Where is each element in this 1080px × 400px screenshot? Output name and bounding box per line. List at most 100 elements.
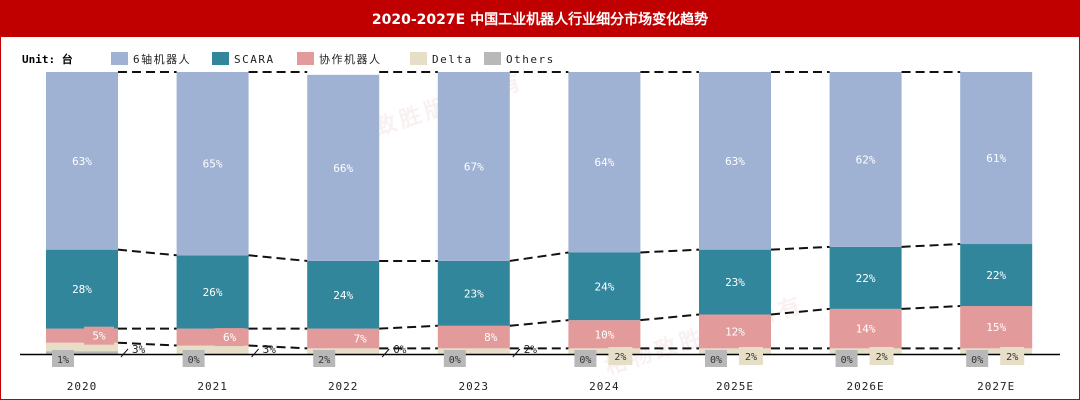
data-label-box <box>835 350 858 367</box>
legend-label: SCARA <box>234 53 275 66</box>
x-tick-label: 2025E <box>716 380 754 393</box>
bar-segment <box>437 348 510 354</box>
connector-line <box>248 254 308 262</box>
bar-segment <box>307 348 380 354</box>
data-label-box <box>739 347 763 365</box>
bar-segment <box>699 314 771 349</box>
data-label: 24% <box>594 280 614 293</box>
data-label-box <box>313 350 336 367</box>
data-label-box <box>966 350 989 367</box>
data-label-box <box>608 347 633 365</box>
data-label: 24% <box>333 289 353 302</box>
data-label: 64% <box>594 156 614 169</box>
data-label: 1% <box>57 355 69 366</box>
data-label-box <box>345 329 376 348</box>
data-label: 0% <box>971 355 983 366</box>
unit-label: Unit: 台 <box>22 52 73 66</box>
bar-segment <box>568 320 641 349</box>
x-tick-label: 2027E <box>977 380 1015 393</box>
data-label: 0% <box>393 343 407 356</box>
data-label-box <box>574 350 597 367</box>
data-label: 66% <box>333 162 353 175</box>
connector-line <box>248 344 308 350</box>
bar-segment <box>829 308 902 349</box>
legend-label: Delta <box>432 53 473 66</box>
data-label-box <box>182 350 205 367</box>
x-tick-label: 2023 <box>459 380 490 393</box>
data-label-box <box>214 328 245 347</box>
bar-segment <box>46 72 118 250</box>
stacked-bar-chart: Unit: 台 6轴机器人 SCARA 协作机器人 Delta Others 2020 202… <box>20 52 1060 393</box>
bar-segment <box>829 246 902 309</box>
connector-line <box>901 243 961 248</box>
connector-line <box>640 313 700 322</box>
data-label: 2% <box>876 352 888 363</box>
data-label-box <box>475 328 506 347</box>
chart-title: 2020-2027E 中国工业机器人行业细分市场变化趋势 <box>0 0 1080 37</box>
data-label: 28% <box>72 283 92 296</box>
legend-label: 协作机器人 <box>319 52 382 66</box>
x-tick-label: 2026E <box>847 380 885 393</box>
bar-segment <box>568 348 641 354</box>
bar-segment <box>960 72 1033 245</box>
bar-segment <box>176 345 249 354</box>
data-label: 61% <box>986 152 1006 165</box>
bar-segment <box>437 72 510 261</box>
data-label-box <box>705 350 727 367</box>
legend-swatch <box>297 52 314 65</box>
data-label: 0% <box>841 355 853 366</box>
data-label: 3% <box>263 343 277 356</box>
bar-segment <box>960 244 1033 307</box>
connector-line <box>509 251 569 262</box>
leader-line <box>120 348 129 358</box>
data-label: 65% <box>203 158 223 171</box>
data-label: 7% <box>354 332 368 345</box>
data-label-box <box>869 347 894 365</box>
data-label: 6% <box>223 331 237 344</box>
bar-segment <box>307 74 380 261</box>
bar-segment <box>176 255 249 329</box>
connector-line <box>379 324 438 330</box>
connector-line <box>901 305 961 310</box>
data-label: 23% <box>725 276 745 289</box>
bar-segment <box>568 72 641 253</box>
data-label: 67% <box>464 160 484 173</box>
bar-segment <box>46 249 118 329</box>
data-label: 63% <box>725 155 745 168</box>
legend-swatch <box>484 52 501 65</box>
leader-line <box>251 348 259 358</box>
data-label: 26% <box>203 286 223 299</box>
legend-swatch <box>111 52 128 65</box>
data-label-box <box>84 326 114 345</box>
data-label-box <box>52 350 74 367</box>
data-label: 2% <box>614 352 626 363</box>
bar-segment <box>699 249 771 315</box>
bar-segment <box>699 72 771 250</box>
bar-segment <box>568 252 641 321</box>
data-label: 5% <box>92 330 106 343</box>
data-label: 0% <box>188 355 200 366</box>
data-label: 0% <box>710 355 722 366</box>
data-label-box <box>443 350 466 367</box>
bar-segment <box>176 72 249 256</box>
data-label: 62% <box>856 153 876 166</box>
data-label: 14% <box>856 323 876 336</box>
data-label: 23% <box>464 287 484 300</box>
leader-line <box>512 348 521 358</box>
legend-swatch <box>212 52 229 65</box>
connector-line <box>509 319 569 327</box>
connector-line <box>770 307 830 316</box>
x-tick-label: 2021 <box>197 380 228 393</box>
data-label: 2% <box>1006 352 1018 363</box>
legend-swatch <box>410 52 427 65</box>
x-tick-label: 2020 <box>67 380 98 393</box>
connector-line <box>117 341 177 347</box>
data-label: 0% <box>449 355 461 366</box>
bar-segment <box>960 348 1033 354</box>
data-label: 15% <box>986 321 1006 334</box>
bar-segment <box>829 348 902 354</box>
bar-segment <box>829 72 902 247</box>
legend-label: Others <box>506 53 555 66</box>
data-label: 12% <box>725 325 745 338</box>
data-label: 2% <box>745 352 757 363</box>
